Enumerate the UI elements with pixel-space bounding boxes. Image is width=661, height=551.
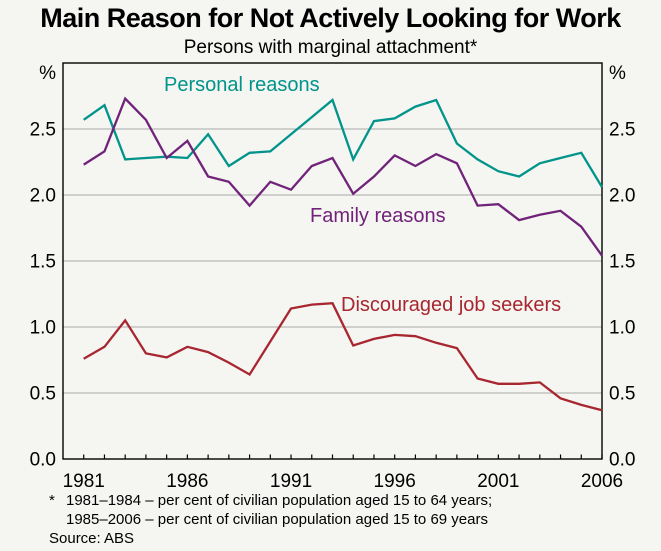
series-line-family-reasons: [83, 96, 603, 257]
chart-subtitle: Persons with marginal attachment*: [183, 37, 478, 58]
y-axis-label-left: 2.0: [30, 186, 56, 207]
y-axis-label-right: 2.5: [609, 120, 635, 141]
series-line-personal-reasons: [83, 98, 603, 188]
x-axis-label: 1981: [63, 471, 105, 492]
y-axis-label-left: 1.0: [30, 318, 56, 339]
footnote-asterisk: *: [49, 492, 55, 509]
series-label-family-reasons: Family reasons: [310, 205, 446, 227]
source-note: Source: ABS: [49, 530, 135, 547]
x-axis-label: 2001: [477, 471, 519, 492]
x-axis-label: 1996: [374, 471, 416, 492]
series-line-discouraged-job-seekers: [83, 302, 603, 412]
y-axis-label-right: 1.5: [609, 252, 635, 273]
y-axis-label-left: 0.0: [30, 450, 56, 471]
y-axis-label-left: 1.5: [30, 252, 56, 273]
y-axis-unit-right: %: [609, 63, 626, 84]
y-axis-label-right: 2.0: [609, 186, 635, 207]
plot-frame: [62, 62, 603, 460]
y-axis-label-right: 1.0: [609, 318, 635, 339]
chart-title: Main Reason for Not Actively Looking for…: [40, 3, 621, 33]
x-axis-label: 1991: [270, 471, 312, 492]
footnote-line-1: 1981–1984 – per cent of civilian populat…: [66, 492, 493, 509]
y-axis-label-right: 0.5: [609, 384, 635, 405]
y-axis-unit-left: %: [39, 63, 56, 84]
footnote-line-2: 1985–2006 – per cent of civilian populat…: [66, 510, 488, 528]
series-label-discouraged-job-seekers: Discouraged job seekers: [341, 294, 562, 316]
x-axis-label: 1986: [166, 471, 208, 492]
y-axis-label-left: 0.5: [30, 384, 56, 405]
series-label-personal-reasons: Personal reasons: [164, 74, 320, 96]
x-axis-label: 2006: [581, 471, 623, 492]
y-axis-label-left: 2.5: [30, 120, 56, 141]
footnote-block: * 1981–1984 – per cent of civilian popul…: [49, 492, 639, 549]
y-axis-label-right: 0.0: [609, 450, 635, 471]
